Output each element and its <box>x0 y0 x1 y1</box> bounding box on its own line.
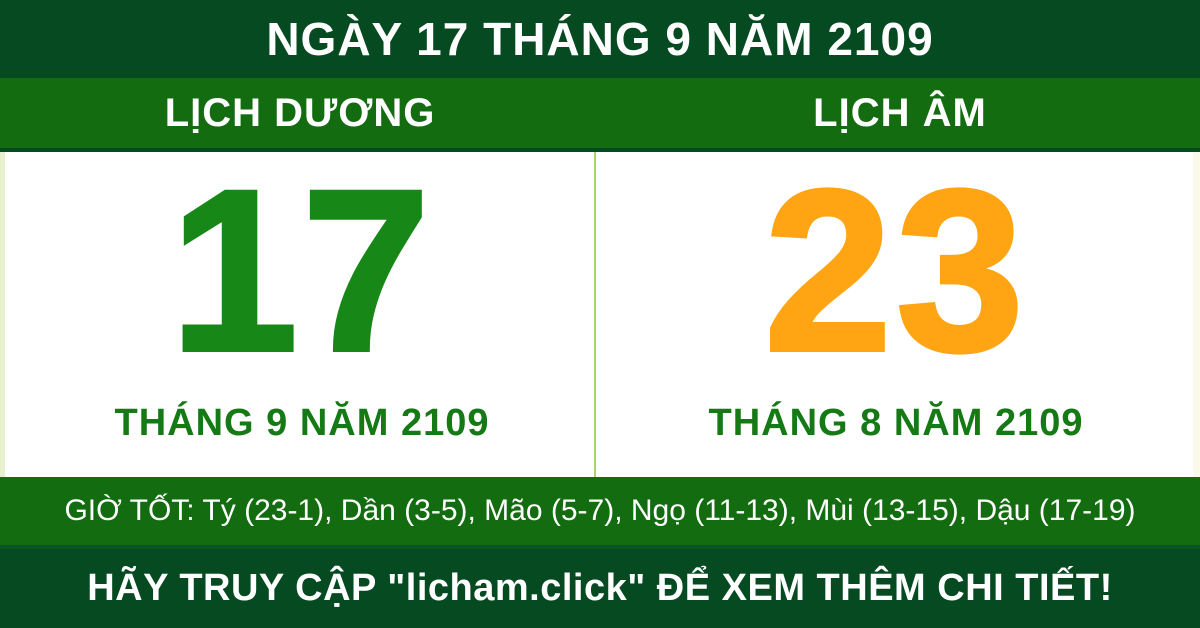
lunar-month-year: THÁNG 8 NĂM 2109 <box>708 402 1084 444</box>
solar-calendar-header: LỊCH DƯƠNG <box>0 78 600 148</box>
lunar-day-number: 23 <box>762 142 1028 399</box>
solar-calendar-label: LỊCH DƯƠNG <box>164 90 436 135</box>
solar-day-number: 17 <box>168 142 434 399</box>
footer-bar: HÃY TRUY CẬP "licham.click" ĐỂ XEM THÊM … <box>0 545 1200 628</box>
lunar-day-panel: 23 THÁNG 8 NĂM 2109 <box>599 152 1193 477</box>
column-divider <box>594 152 596 477</box>
lunar-calendar-label: LỊCH ÂM <box>813 90 987 135</box>
date-header-title: NGÀY 17 THÁNG 9 NĂM 2109 <box>266 13 934 65</box>
date-header: NGÀY 17 THÁNG 9 NĂM 2109 <box>0 0 1200 78</box>
lunar-calendar-header: LỊCH ÂM <box>600 78 1200 148</box>
calendar-type-bar: LỊCH DƯƠNG LỊCH ÂM <box>0 78 1200 152</box>
good-hours-bar: GIỜ TỐT: Tý (23-1), Dần (3-5), Mão (5-7)… <box>0 477 1200 545</box>
good-hours-text: GIỜ TỐT: Tý (23-1), Dần (3-5), Mão (5-7)… <box>64 494 1136 527</box>
solar-day-panel: 17 THÁNG 9 NĂM 2109 <box>5 152 599 477</box>
day-panels: 17 THÁNG 9 NĂM 2109 23 THÁNG 8 NĂM 2109 <box>0 152 1200 477</box>
footer-text: HÃY TRUY CẬP "licham.click" ĐỂ XEM THÊM … <box>87 567 1113 609</box>
solar-month-year: THÁNG 9 NĂM 2109 <box>114 402 490 444</box>
